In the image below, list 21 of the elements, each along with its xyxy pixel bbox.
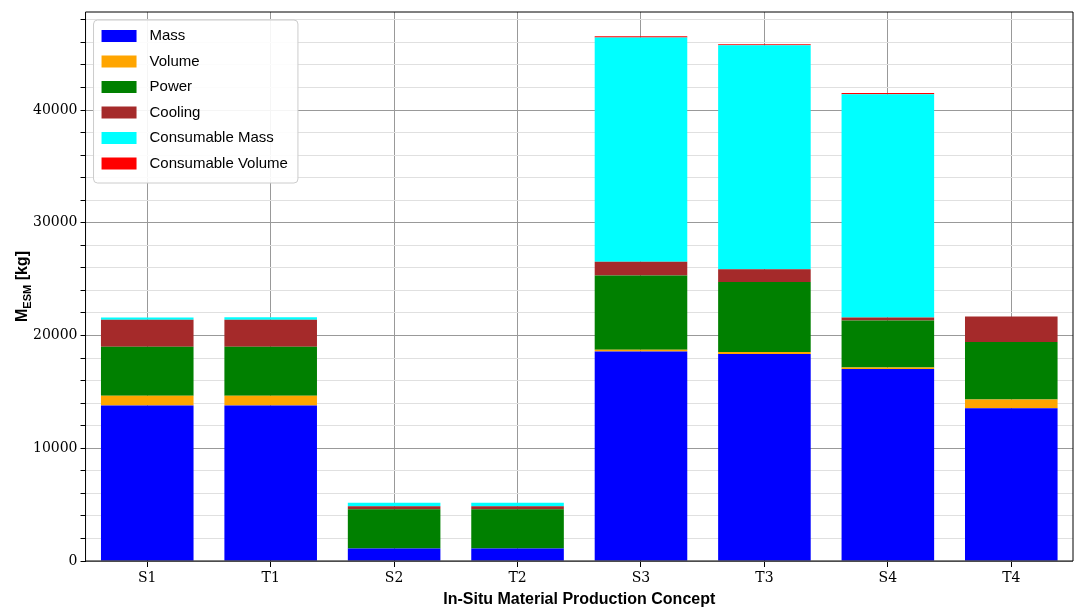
x-tick-label: S1	[138, 569, 157, 586]
legend-label: Cooling	[149, 102, 201, 120]
y-tick-label: 20000	[32, 326, 78, 343]
x-tick-label: S3	[631, 569, 651, 586]
x-tick-label: S2	[384, 569, 404, 586]
x-tick-label: T3	[755, 569, 774, 586]
x-tick-label: T2	[508, 569, 527, 586]
y-tick-label: 10000	[32, 438, 78, 455]
y-tick-label: 40000	[32, 100, 78, 117]
legend-label: Mass	[149, 26, 186, 44]
legend-label: Consumable Mass	[149, 128, 274, 146]
y-axis-title: MESM [kg]	[13, 251, 33, 322]
y-tick-label: 0	[68, 551, 78, 568]
x-axis-title: In-Situ Material Production Concept	[443, 589, 716, 607]
x-tick-label: T4	[1002, 569, 1021, 586]
legend-label: Power	[149, 77, 193, 95]
legend-label: Volume	[149, 51, 200, 69]
legend-label: Consumable Volume	[149, 153, 288, 171]
y-tick-label: 30000	[32, 213, 78, 230]
x-tick-label: T1	[261, 569, 280, 586]
x-tick-label: S4	[878, 569, 898, 586]
